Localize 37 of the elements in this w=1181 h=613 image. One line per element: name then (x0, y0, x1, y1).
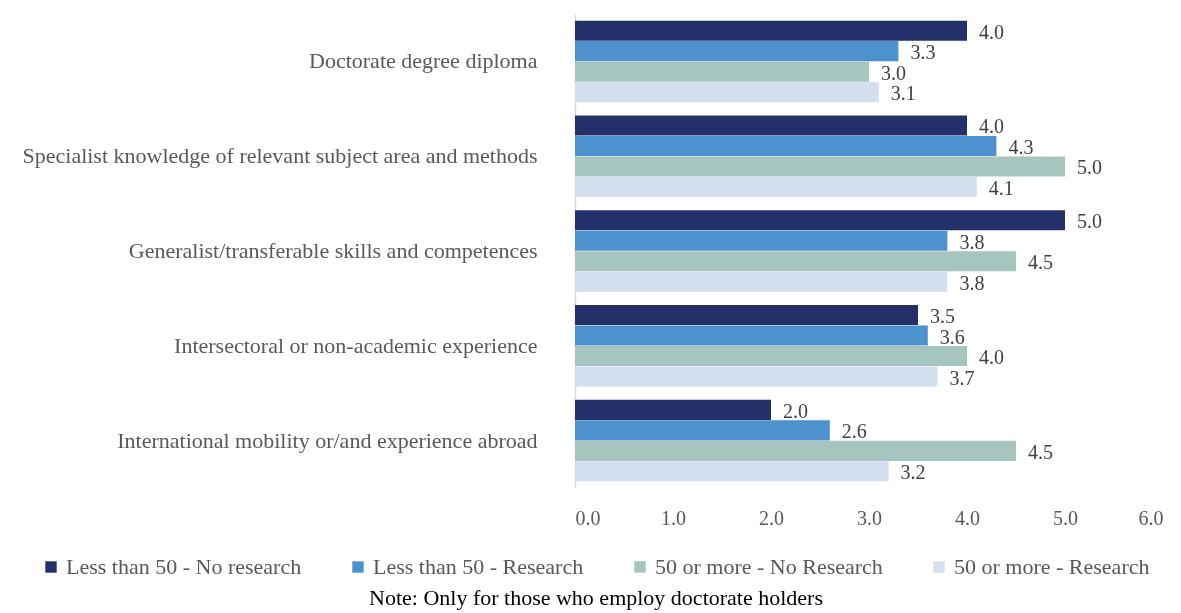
data-label: 3.5 (930, 305, 955, 328)
data-label: 3.2 (900, 461, 926, 484)
x-tick-label: 4.0 (955, 506, 980, 529)
y-tick-label: Specialist knowledge of relevant subject area and methods (22, 143, 538, 169)
data-label: 4.1 (988, 176, 1014, 199)
data-label: 3.6 (939, 325, 965, 348)
x-tick-label: 1.0 (661, 506, 686, 529)
data-label: 4.5 (1028, 440, 1053, 463)
y-tick-label: Intersectoral or non-academic experience (174, 332, 538, 358)
text: Note: Only for those who employ doctorate holders (369, 585, 823, 610)
data-label: 2.0 (783, 399, 808, 422)
y-tick-label: Doctorate degree diploma (309, 48, 538, 74)
data-label: 3.0 (881, 61, 906, 84)
data-label: 3.8 (959, 271, 985, 294)
legend-label: Less than 50 - No research (66, 554, 302, 579)
data-label: 3.8 (959, 230, 985, 253)
y-tick-label: Generalist/transferable skills and competences (128, 238, 538, 263)
legend-label: 50 or more - No Research (655, 554, 883, 579)
x-tick-label: 5.0 (1053, 506, 1078, 529)
data-label: 5.0 (1077, 210, 1102, 233)
legend-label: Less than 50 - Research (373, 554, 584, 579)
data-label: 4.0 (979, 346, 1004, 369)
x-tick-label: 0.0 (575, 506, 601, 529)
x-tick-label: 3.0 (857, 506, 882, 529)
data-label: 3.7 (949, 366, 975, 389)
y-tick-label: International mobility or/and experience abroad (117, 427, 538, 453)
data-label: 5.0 (1077, 156, 1102, 179)
data-label: 4.0 (979, 20, 1004, 43)
data-label: 4.0 (979, 115, 1004, 138)
data-label: 3.3 (910, 41, 936, 64)
data-label: 4.5 (1028, 251, 1053, 274)
x-tick-label: 2.0 (759, 506, 784, 529)
data-label: 2.6 (841, 420, 867, 443)
data-label: 4.3 (1008, 135, 1034, 158)
data-label: 3.1 (890, 82, 916, 105)
legend-label: 50 or more - Research (954, 554, 1150, 579)
x-tick-label: 6.0 (1138, 506, 1164, 529)
